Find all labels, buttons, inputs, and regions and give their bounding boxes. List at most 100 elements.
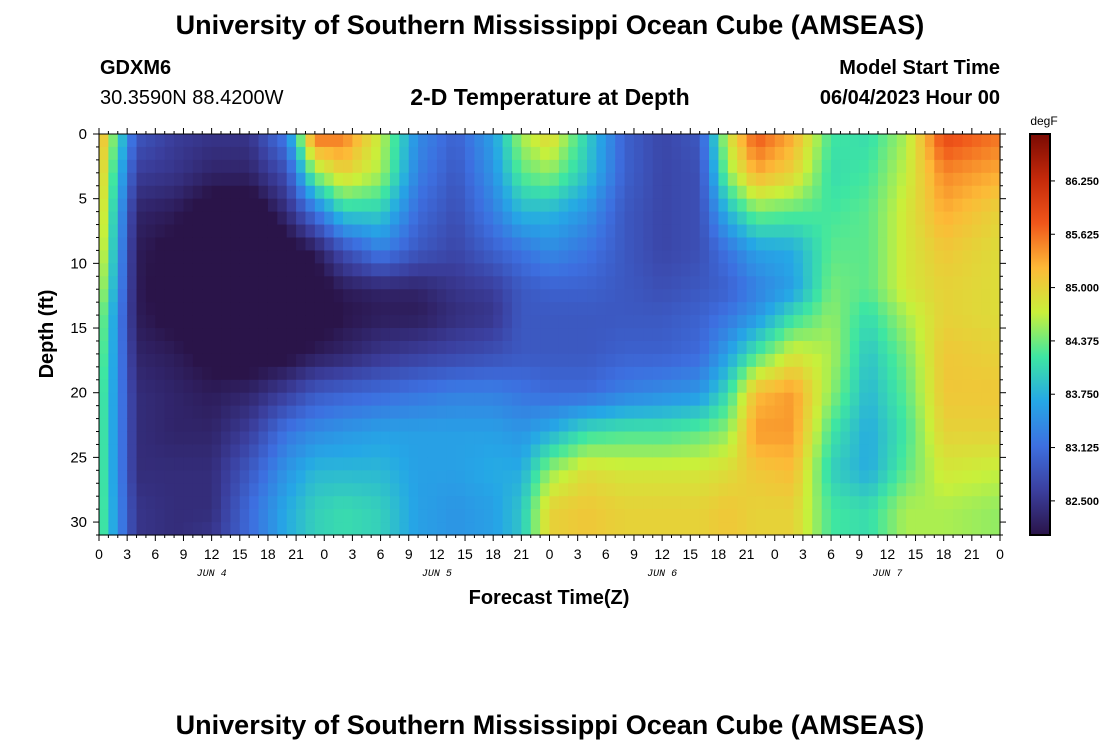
heatmap-cell [183,159,194,174]
heatmap-cell [774,496,785,510]
heatmap-cell [709,470,720,484]
heatmap-cell [174,224,185,239]
heatmap-cell [615,444,626,458]
heatmap-cell [887,483,898,497]
heatmap-cell [953,353,964,368]
heatmap-cell [230,224,241,239]
heatmap-cell [136,237,147,252]
heatmap-cell [427,379,438,394]
heatmap-cell [239,483,250,497]
heatmap-cell [765,379,776,394]
heatmap-cell [718,134,729,148]
heatmap-cell [380,418,391,433]
heatmap-cell [521,444,532,458]
heatmap-cell [174,315,185,329]
heatmap-cell [230,289,241,303]
heatmap-cell [502,276,513,290]
heatmap-cell [615,302,626,316]
heatmap-cell [765,185,776,200]
heatmap-cell [521,263,532,277]
heatmap-cell [211,353,222,368]
heatmap-cell [737,509,748,523]
heatmap-cell [652,237,663,252]
heatmap-cell [746,457,757,471]
heatmap-cell [615,470,626,484]
heatmap-cell [324,353,335,368]
heatmap-cell [493,353,504,368]
heatmap-cell [906,431,917,446]
heatmap-cell [474,211,485,226]
heatmap-cell [455,496,466,510]
heatmap-cell [164,263,175,277]
heatmap-cell [174,185,185,200]
heatmap-cell [840,302,851,316]
heatmap-cell [953,134,964,148]
heatmap-cell [324,250,335,264]
heatmap-cell [558,340,569,355]
heatmap-cell [155,328,166,342]
heatmap-cell [624,198,635,213]
heatmap-cell [511,237,522,252]
heatmap-cell [164,250,175,264]
heatmap-cell [558,172,569,187]
heatmap-cell [493,483,504,497]
heatmap-cell [455,418,466,433]
heatmap-cell [549,237,560,252]
heatmap-cell [680,405,691,420]
heatmap-cell [343,418,354,433]
footer-title: University of Southern Mississippi Ocean… [175,710,925,740]
heatmap-cell [117,276,128,290]
heatmap-cell [971,315,982,329]
heatmap-cell [465,250,476,264]
heatmap-cell [624,444,635,458]
heatmap-cell [849,328,860,342]
heatmap-cell [314,366,325,381]
heatmap-cell [127,392,138,407]
y-tick-label: 30 [70,514,87,531]
heatmap-cell [258,263,269,277]
heatmap-cell [343,340,354,355]
heatmap-cell [371,457,382,471]
heatmap-cell [671,185,682,200]
heatmap-cell [680,392,691,407]
heatmap-cell [164,289,175,303]
heatmap-cell [530,250,541,264]
heatmap-cell [718,276,729,290]
heatmap-cell [793,431,804,446]
heatmap-cell [671,444,682,458]
heatmap-cell [361,134,372,148]
heatmap-cell [249,302,260,316]
heatmap-cell [906,315,917,329]
heatmap-cell [718,496,729,510]
heatmap-cell [324,470,335,484]
heatmap-cell [192,302,203,316]
heatmap-cell [755,379,766,394]
heatmap-cell [971,224,982,239]
heatmap-cell [558,134,569,148]
heatmap-cell [615,198,626,213]
heatmap-cell [877,302,888,316]
heatmap-cell [286,418,297,433]
heatmap-cell [981,315,992,329]
heatmap-cell [633,483,644,497]
heatmap-cell [483,444,494,458]
heatmap-cell [549,483,560,497]
heatmap-cell [699,172,710,187]
heatmap-cell [596,457,607,471]
heatmap-cell [427,159,438,174]
heatmap-cell [211,496,222,510]
heatmap-cell [530,289,541,303]
heatmap-cell [821,379,832,394]
heatmap-cell [418,522,429,536]
heatmap-cell [164,302,175,316]
heatmap-cell [202,315,213,329]
heatmap-cell [943,276,954,290]
heatmap-cell [784,185,795,200]
heatmap-cell [314,444,325,458]
heatmap-cell [859,457,870,471]
heatmap-cell [962,340,973,355]
heatmap-cell [793,405,804,420]
heatmap-cell [333,405,344,420]
heatmap-cell [427,418,438,433]
heatmap-cell [718,431,729,446]
